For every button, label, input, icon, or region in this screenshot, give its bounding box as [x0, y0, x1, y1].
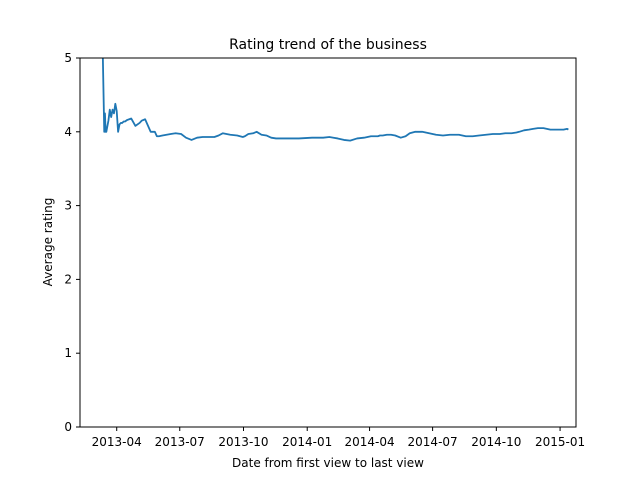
- plot-frame: [79, 57, 577, 428]
- x-tick-label: 2014-07: [408, 435, 458, 449]
- y-tick-label: 3: [64, 199, 72, 213]
- series-line-0: [101, 58, 569, 142]
- y-tick-label: 1: [64, 346, 72, 360]
- y-axis-label: Average rating: [41, 198, 55, 287]
- chart-title: Rating trend of the business: [229, 37, 427, 53]
- x-tick-label: 2014-10: [471, 435, 521, 449]
- x-tick-label: 2013-04: [92, 435, 142, 449]
- x-tick-label: 2013-07: [155, 435, 205, 449]
- y-tick-label: 0: [64, 420, 72, 434]
- x-tick-label: 2015-01: [535, 435, 585, 449]
- x-tick-label: 2014-04: [344, 435, 394, 449]
- x-tick-label: 2013-10: [218, 435, 268, 449]
- y-tick-label: 2: [64, 272, 72, 286]
- y-tick-label: 4: [64, 125, 72, 139]
- x-tick-label: 2014-01: [282, 435, 332, 449]
- y-tick-label: 5: [64, 51, 72, 65]
- plot-area: 0 1 2 3 4 5 2013-04 2013-07 2013-10 2014-01 2014-0…: [64, 51, 585, 449]
- x-axis-label: Date from first view to last view: [232, 456, 424, 470]
